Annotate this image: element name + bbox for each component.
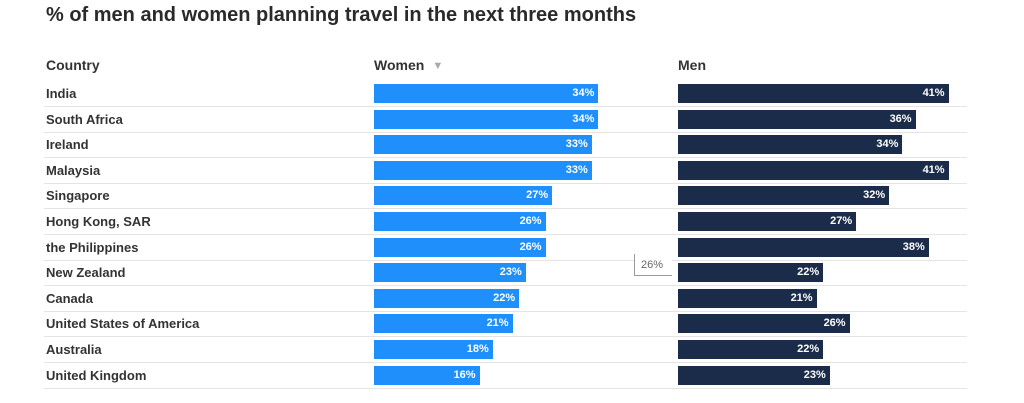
table-row: South Africa 34% 36% xyxy=(44,107,967,133)
women-value-label: 21% xyxy=(486,317,509,330)
women-value-label: 33% xyxy=(565,163,588,176)
tooltip-value: 26% xyxy=(641,259,664,271)
women-bar[interactable]: 23% xyxy=(374,263,526,283)
men-value-label: 36% xyxy=(889,112,912,125)
table-row: Singapore 27% 32% xyxy=(44,183,967,210)
women-bar[interactable]: 34% xyxy=(374,109,599,129)
women-value-label: 34% xyxy=(572,87,595,99)
women-value-label: 18% xyxy=(466,343,489,355)
country-label: Malaysia xyxy=(46,162,101,178)
men-value-label: 32% xyxy=(863,189,886,202)
women-bar[interactable]: 16% xyxy=(374,365,480,385)
women-bar[interactable]: 22% xyxy=(374,288,520,308)
women-bar[interactable]: 33% xyxy=(374,160,592,180)
table-row: United States of America 21% 26% xyxy=(44,311,967,338)
men-bar[interactable]: 22% xyxy=(678,263,824,283)
country-label: United Kingdom xyxy=(46,367,147,383)
column-header-women[interactable]: Women ▼ xyxy=(374,57,443,73)
men-bar[interactable]: 41% xyxy=(678,84,949,103)
men-value-label: 22% xyxy=(797,266,820,279)
country-label: South Africa xyxy=(46,111,123,127)
country-label: Singapore xyxy=(46,188,110,204)
column-header-men[interactable]: Men xyxy=(678,57,706,73)
column-header-country[interactable]: Country xyxy=(46,57,100,73)
men-bar[interactable]: 21% xyxy=(678,288,817,308)
column-header-women-label: Women xyxy=(374,57,425,73)
country-label: United States of America xyxy=(46,316,200,332)
men-bar[interactable]: 22% xyxy=(678,340,824,359)
men-value-label: 41% xyxy=(922,163,945,176)
country-label: Hong Kong, SAR xyxy=(46,214,151,229)
table-row: Malaysia 33% 41% xyxy=(44,158,967,184)
men-bar[interactable]: 34% xyxy=(678,135,903,155)
country-label: Ireland xyxy=(46,137,89,153)
men-value-label: 22% xyxy=(797,343,820,355)
men-bar[interactable]: 38% xyxy=(678,237,929,257)
women-value-label: 23% xyxy=(499,266,522,279)
women-bar[interactable]: 27% xyxy=(374,186,553,206)
men-bar[interactable]: 27% xyxy=(678,212,857,231)
women-bar[interactable]: 26% xyxy=(374,237,546,257)
table-row: Ireland 33% 34% xyxy=(44,132,967,159)
table-row: Australia 18% 22% xyxy=(44,337,967,363)
table-row: Canada 22% 21% xyxy=(44,286,967,312)
country-label: India xyxy=(46,86,77,101)
hover-tooltip: 26% xyxy=(634,254,672,276)
men-value-label: 38% xyxy=(902,240,925,253)
table-row: the Philippines 26% 38% xyxy=(44,235,967,261)
table-row: New Zealand 23% 22% xyxy=(44,260,967,287)
women-value-label: 16% xyxy=(453,368,476,381)
men-value-label: 21% xyxy=(790,291,813,304)
men-bar[interactable]: 26% xyxy=(678,314,850,334)
country-label: New Zealand xyxy=(46,265,126,281)
country-label: Australia xyxy=(46,342,102,357)
men-bar[interactable]: 32% xyxy=(678,186,890,206)
table-row: Hong Kong, SAR 26% 27% xyxy=(44,209,967,235)
women-value-label: 26% xyxy=(519,240,542,253)
men-value-label: 41% xyxy=(922,87,945,99)
country-label: the Philippines xyxy=(46,239,139,255)
women-bar[interactable]: 18% xyxy=(374,340,493,359)
women-bar[interactable]: 33% xyxy=(374,135,592,155)
chart-title: % of men and women planning travel in th… xyxy=(46,4,637,26)
women-bar[interactable]: 26% xyxy=(374,212,546,231)
table-row: India 34% 41% xyxy=(44,81,967,107)
table-row: United Kingdom 16% 23% xyxy=(44,363,967,389)
women-bar[interactable]: 34% xyxy=(374,84,599,103)
women-bar[interactable]: 21% xyxy=(374,314,513,334)
men-bar[interactable]: 36% xyxy=(678,109,916,129)
women-value-label: 27% xyxy=(526,189,549,202)
men-value-label: 27% xyxy=(830,215,853,227)
sort-descending-icon: ▼ xyxy=(432,60,444,72)
women-value-label: 33% xyxy=(565,138,588,151)
men-value-label: 23% xyxy=(803,368,826,381)
women-value-label: 26% xyxy=(519,215,542,227)
men-value-label: 34% xyxy=(876,138,899,151)
men-bar[interactable]: 23% xyxy=(678,365,830,385)
women-value-label: 22% xyxy=(493,291,516,304)
men-bar[interactable]: 41% xyxy=(678,160,949,180)
men-value-label: 26% xyxy=(823,317,846,330)
country-label: Canada xyxy=(46,290,93,306)
women-value-label: 34% xyxy=(572,112,595,125)
